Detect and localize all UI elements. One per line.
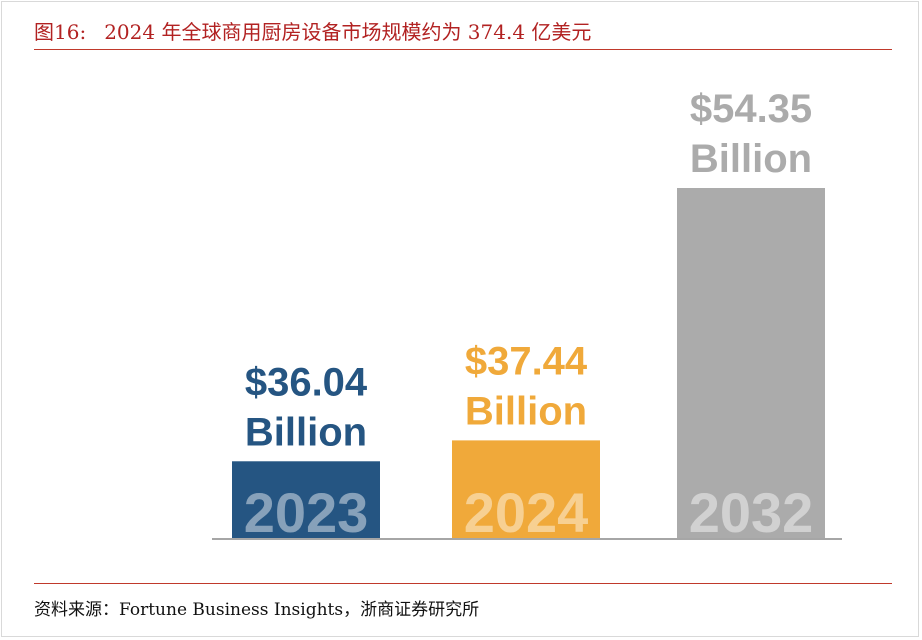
figure-title-text: 2024 年全球商用厨房设备市场规模约为 374.4 亿美元 — [104, 20, 592, 44]
data-label-amount-2023: $36.04 — [245, 360, 368, 404]
data-label-unit-2032: Billion — [690, 137, 812, 181]
title-divider — [34, 49, 892, 50]
figure-title: 图16: 2024 年全球商用厨房设备市场规模约为 374.4 亿美元 — [34, 16, 591, 45]
source-note: 资料来源：Fortune Business Insights，浙商证券研究所 — [34, 600, 480, 620]
bar-2024 — [452, 440, 600, 538]
data-label-unit-2023: Billion — [245, 410, 367, 454]
category-label-2023: 2023 — [244, 481, 369, 544]
data-label-unit-2024: Billion — [465, 389, 587, 433]
category-label-2032: 2032 — [689, 481, 814, 544]
category-label-2024: 2024 — [464, 481, 589, 544]
figure-number: 图16: — [34, 20, 87, 44]
bar-2023 — [232, 461, 380, 538]
bar-2032 — [677, 188, 825, 538]
data-label-amount-2024: $37.44 — [465, 339, 588, 383]
data-label-amount-2032: $54.35 — [690, 87, 812, 131]
source-divider — [34, 583, 892, 584]
